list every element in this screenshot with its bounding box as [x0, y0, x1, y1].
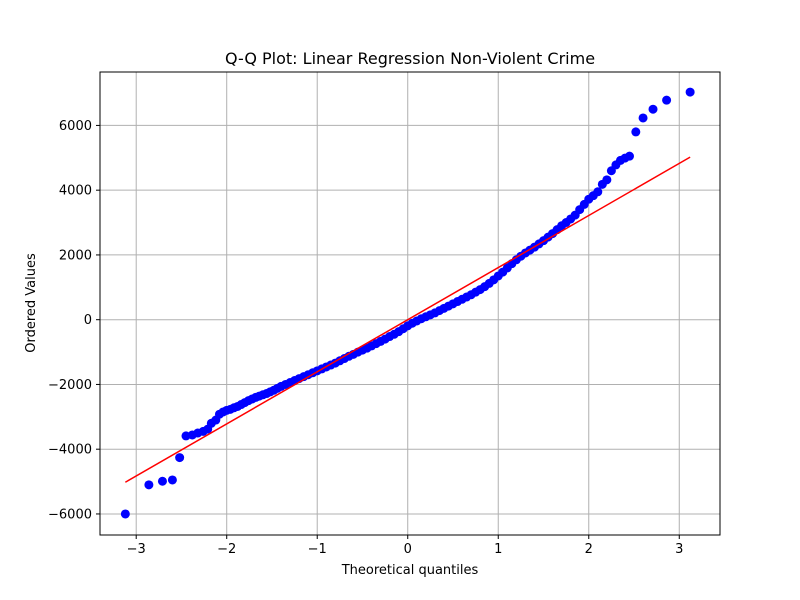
y-tick-label: −6000: [48, 507, 92, 522]
y-tick-label: −4000: [48, 443, 92, 458]
data-point: [175, 453, 185, 463]
x-tick-label: −2: [217, 542, 236, 557]
data-points-layer: [120, 87, 695, 519]
chart-title: Q-Q Plot: Linear Regression Non-Violent …: [225, 49, 595, 68]
reference-line: [124, 156, 691, 483]
data-point: [662, 95, 672, 105]
y-tick-label: 4000: [59, 184, 92, 199]
y-tick-label: 2000: [59, 248, 92, 263]
y-tick-label: 0: [84, 313, 92, 328]
x-tick-label: −3: [127, 542, 146, 557]
x-tick-label: 2: [585, 542, 593, 557]
y-axis-label: Ordered Values: [24, 253, 39, 353]
x-tick-label: 3: [675, 542, 683, 557]
reference-line-layer: [124, 156, 691, 483]
data-point: [167, 475, 177, 485]
plot-frame: [99, 71, 721, 536]
x-tick-label: 0: [404, 542, 412, 557]
x-tick-label: −1: [308, 542, 327, 557]
axis-ticks: −3 −2 −1 0 1 2 3 −6000 −4000 −2000 0 2000 4000 6000: [48, 119, 683, 557]
data-point: [593, 187, 603, 197]
y-tick-label: −2000: [48, 378, 92, 393]
data-point: [648, 104, 658, 114]
y-tick-label: 6000: [59, 119, 92, 134]
data-point: [685, 87, 695, 97]
data-point: [638, 113, 648, 123]
data-point: [157, 476, 167, 486]
data-point: [602, 175, 612, 185]
data-point: [120, 509, 130, 519]
data-point: [144, 480, 154, 490]
grid-lines: [100, 72, 720, 535]
x-tick-label: 1: [494, 542, 502, 557]
x-axis-label: Theoretical quantiles: [341, 563, 479, 578]
data-point: [624, 151, 634, 161]
data-point: [631, 127, 641, 137]
